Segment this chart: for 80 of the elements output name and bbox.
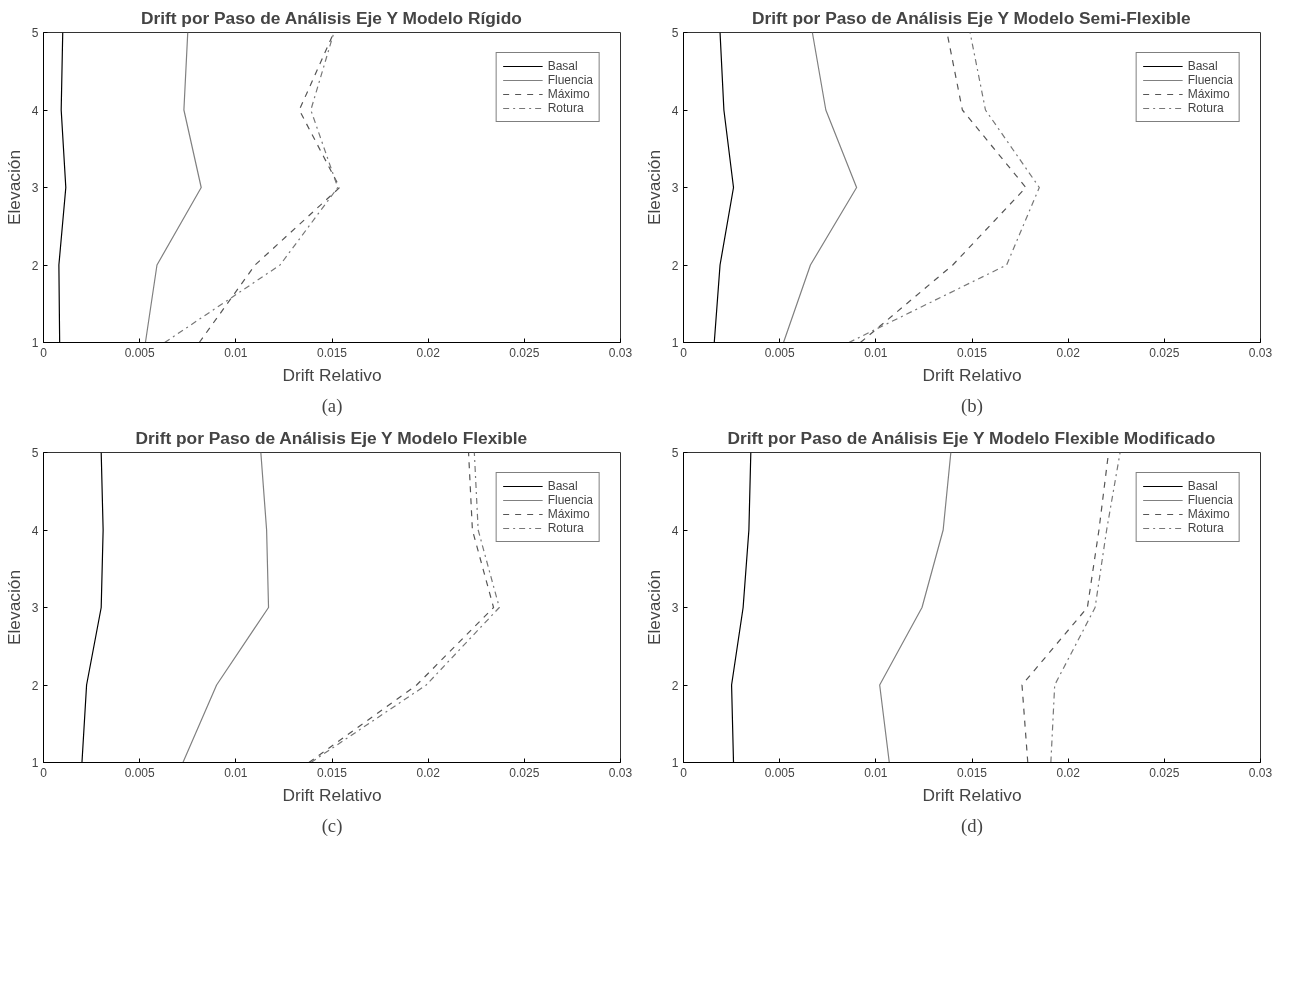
x-tick-label: 0.005	[764, 345, 796, 360]
y-tick-label: 2	[671, 678, 679, 693]
x-tick-label: 0.005	[124, 765, 156, 780]
legend-label: Máximo	[1187, 507, 1230, 521]
y-tick-label: 5	[671, 26, 679, 40]
x-tick-label: 0.015	[316, 765, 348, 780]
x-tick-label: 0.02	[1056, 345, 1081, 360]
x-tick-label: 0.03	[1248, 765, 1273, 780]
y-tick-label: 5	[31, 26, 39, 40]
x-tick-label: 0.01	[864, 765, 888, 780]
legend-label: Fluencia	[1187, 73, 1233, 87]
y-tick-label: 2	[671, 258, 679, 273]
chart-title: Drift por Paso de Análisis Eje Y Modelo Flexible	[135, 427, 528, 448]
y-tick-label: 4	[31, 103, 39, 118]
chart-title: Drift por Paso de Análisis Eje Y Modelo Semi-Flexible	[751, 7, 1192, 28]
chart-title: Drift por Paso de Análisis Eje Y Modelo Rígido	[140, 7, 522, 28]
legend-label: Basal	[547, 59, 578, 73]
x-tick-label: 0.02	[416, 345, 441, 360]
x-tick-label: 0	[680, 345, 688, 360]
x-axis-title: Drift Relativo	[922, 364, 1022, 385]
y-tick-label: 3	[671, 601, 679, 615]
legend-label: Rotura	[1187, 101, 1224, 115]
y-tick-label: 2	[31, 258, 39, 273]
chart-title: Drift por Paso de Análisis Eje Y Modelo Flexible Modificado	[727, 427, 1216, 448]
y-tick-label: 1	[31, 756, 39, 770]
x-tick-label: 0	[40, 345, 48, 360]
y-axis-title: Elevación	[3, 149, 24, 226]
y-axis-title: Elevación	[643, 149, 664, 226]
y-tick-label: 5	[31, 446, 39, 460]
legend-label: Máximo	[547, 87, 590, 101]
x-tick-label: 0.03	[608, 345, 633, 360]
legend-label: Basal	[547, 479, 578, 493]
y-tick-label: 1	[671, 756, 679, 770]
x-tick-label: 0.015	[956, 345, 988, 360]
legend-label: Rotura	[1187, 521, 1224, 535]
legend-label: Fluencia	[1187, 493, 1233, 507]
x-axis-title: Drift Relativo	[922, 784, 1022, 805]
x-tick-label: 0	[40, 765, 48, 780]
x-tick-label: 0	[680, 765, 688, 780]
text: (d)	[961, 814, 983, 837]
x-tick-label: 0.015	[316, 345, 348, 360]
y-tick-label: 3	[671, 181, 679, 195]
x-tick-label: 0.025	[1149, 765, 1180, 780]
y-tick-label: 4	[671, 523, 679, 538]
x-axis-title: Drift Relativo	[282, 364, 382, 385]
x-tick-label: 0.025	[1149, 345, 1180, 360]
x-tick-label: 0.01	[224, 765, 248, 780]
x-axis-title: Drift Relativo	[282, 784, 382, 805]
text: (b)	[961, 394, 983, 417]
legend-label: Fluencia	[547, 73, 593, 87]
x-tick-label: 0.02	[1056, 765, 1081, 780]
legend-label: Rotura	[547, 521, 584, 535]
legend-label: Basal	[1187, 59, 1218, 73]
legend-label: Basal	[1187, 479, 1218, 493]
y-axis-title: Elevación	[3, 569, 24, 646]
x-tick-label: 0.02	[416, 765, 441, 780]
y-tick-label: 3	[31, 601, 39, 615]
legend-label: Rotura	[547, 101, 584, 115]
text: (a)	[321, 394, 343, 417]
legend-label: Máximo	[547, 507, 590, 521]
y-tick-label: 4	[31, 523, 39, 538]
y-tick-label: 4	[671, 103, 679, 118]
y-tick-label: 3	[31, 181, 39, 195]
x-tick-label: 0.005	[764, 765, 796, 780]
y-tick-label: 1	[671, 336, 679, 350]
y-axis-title: Elevación	[643, 569, 664, 646]
x-tick-label: 0.025	[509, 765, 540, 780]
x-tick-label: 0.01	[224, 345, 248, 360]
x-tick-label: 0.005	[124, 345, 156, 360]
y-tick-label: 1	[31, 336, 39, 350]
x-tick-label: 0.03	[608, 765, 633, 780]
legend-label: Fluencia	[547, 493, 593, 507]
x-tick-label: 0.03	[1248, 345, 1273, 360]
text: (c)	[321, 814, 343, 837]
x-tick-label: 0.025	[509, 345, 540, 360]
legend-label: Máximo	[1187, 87, 1230, 101]
y-tick-label: 2	[31, 678, 39, 693]
x-tick-label: 0.01	[864, 345, 888, 360]
y-tick-label: 5	[671, 446, 679, 460]
x-tick-label: 0.015	[956, 765, 988, 780]
